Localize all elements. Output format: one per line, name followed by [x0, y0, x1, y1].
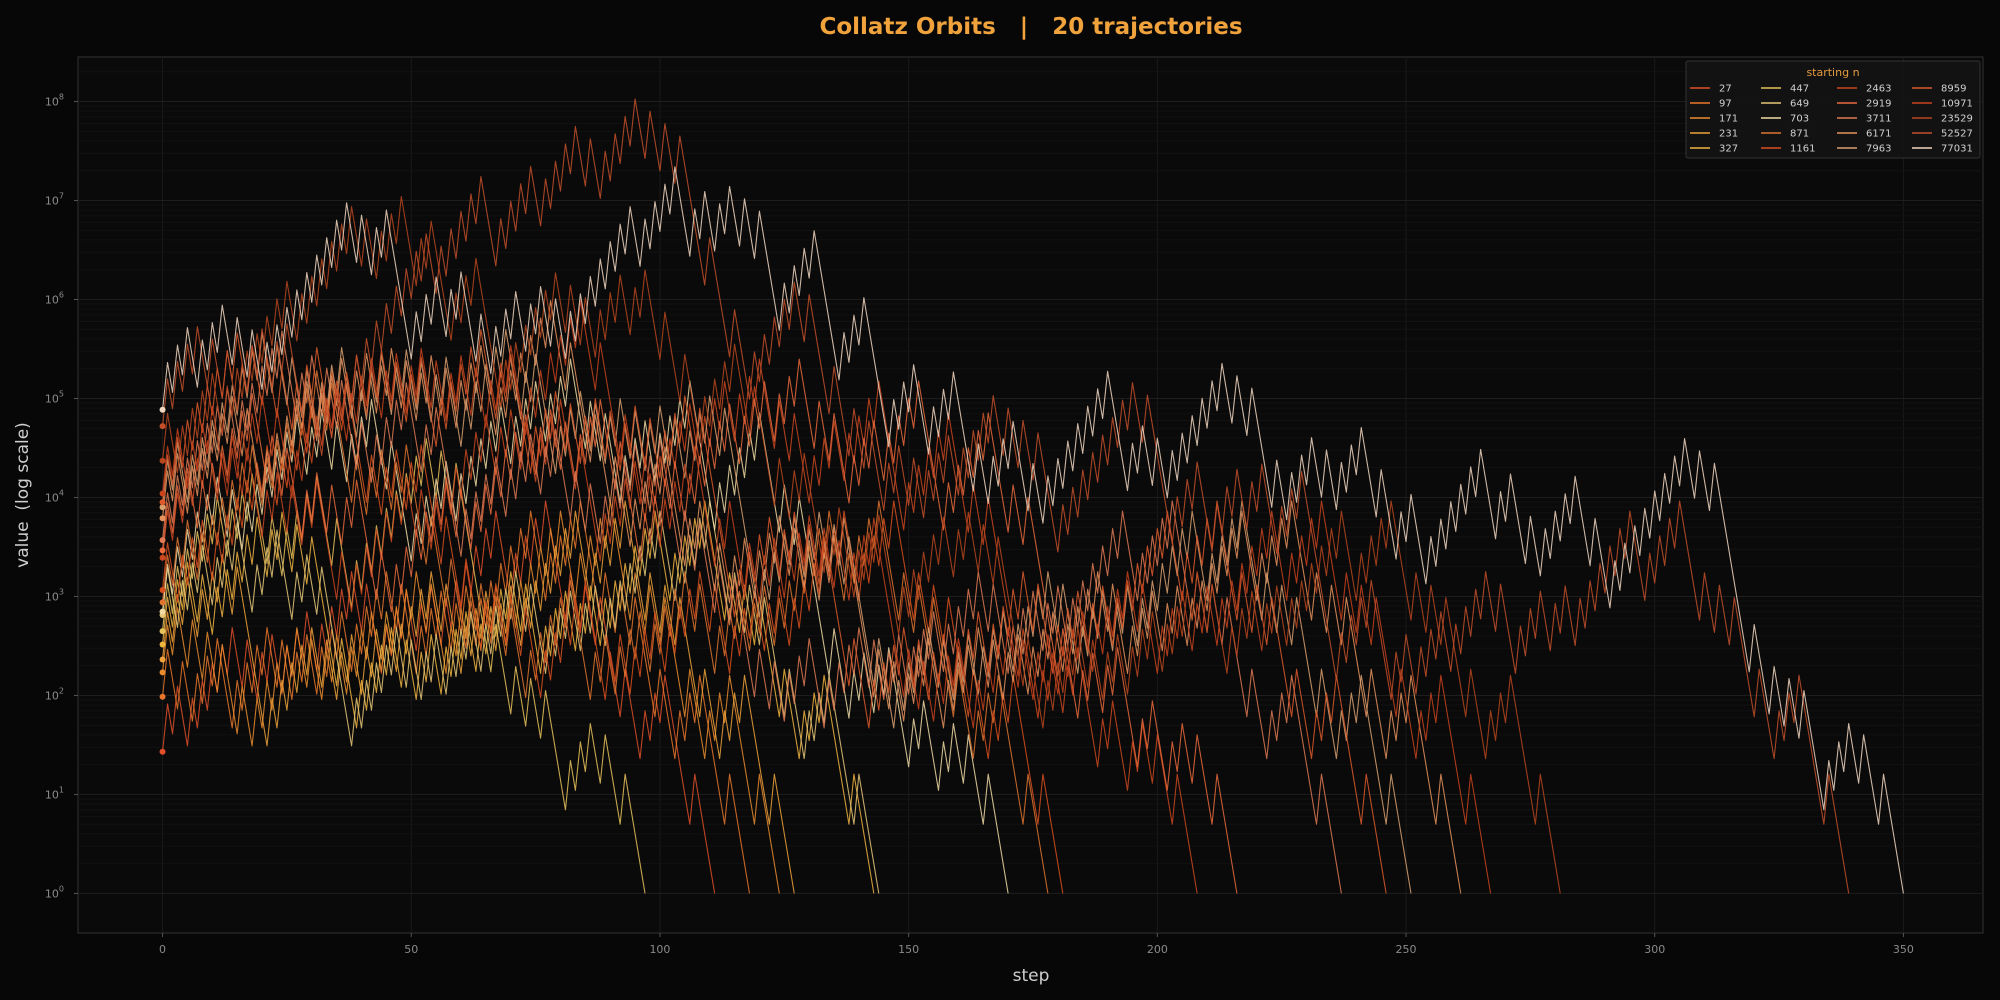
legend-label-77031: 77031	[1941, 144, 1973, 155]
start-point-7963	[159, 504, 166, 511]
start-point-10971	[159, 490, 166, 497]
start-point-97	[159, 693, 166, 700]
legend-label-6171: 6171	[1866, 129, 1891, 140]
start-point-52527	[159, 423, 166, 430]
y-axis-label: value (log scale)	[13, 422, 33, 568]
x-tick-label: 0	[159, 943, 166, 956]
start-point-77031	[159, 406, 166, 413]
legend-label-3711: 3711	[1866, 114, 1891, 125]
x-tick-label: 250	[1396, 943, 1417, 956]
series-line-231	[162, 500, 795, 894]
series-line-1161	[162, 370, 1064, 894]
chart-title: Collatz Orbits | 20 trajectories	[819, 14, 1242, 40]
legend-label-23529: 23529	[1941, 114, 1973, 125]
legend-label-7963: 7963	[1866, 144, 1891, 155]
legend-label-447: 447	[1790, 84, 1809, 95]
x-axis-label: step	[1013, 966, 1050, 986]
legend-label-2463: 2463	[1866, 84, 1891, 95]
series-line-10971	[162, 300, 1492, 894]
series-line-703	[162, 358, 1009, 894]
legend-label-649: 649	[1790, 99, 1809, 110]
legend-label-327: 327	[1719, 144, 1738, 155]
start-point-3711	[159, 537, 166, 544]
legend-label-703: 703	[1790, 114, 1809, 125]
start-point-2463	[159, 554, 166, 561]
legend-label-27: 27	[1719, 84, 1732, 95]
start-point-231	[159, 656, 166, 663]
legend-label-97: 97	[1719, 99, 1732, 110]
start-point-703	[159, 608, 166, 615]
start-markers	[159, 406, 166, 755]
series-line-6171	[162, 300, 1462, 894]
legend-label-871: 871	[1790, 129, 1809, 140]
series-line-2919	[162, 358, 1238, 894]
series-line-23529	[162, 195, 1561, 894]
legend-label-8959: 8959	[1941, 84, 1966, 95]
x-tick-label: 200	[1147, 943, 1168, 956]
legend-label-2919: 2919	[1866, 99, 1891, 110]
x-tick-label: 100	[649, 943, 670, 956]
legend-label-10971: 10971	[1941, 99, 1973, 110]
x-axis-ticks: 0 50 100 150 200 250 300 350	[159, 933, 1914, 956]
legend: starting n 27 97 171 231 327 447 649 703 871 1161…	[1685, 60, 1981, 159]
legend-box	[1685, 60, 1981, 159]
x-tick-label: 350	[1893, 943, 1914, 956]
series-layer	[162, 98, 1904, 894]
x-tick-label: 300	[1644, 943, 1665, 956]
start-point-8959	[159, 499, 166, 506]
start-point-6171	[159, 515, 166, 522]
start-point-171	[159, 669, 166, 676]
start-point-27	[159, 748, 166, 755]
legend-label-171: 171	[1719, 114, 1738, 125]
series-line-52527	[162, 98, 1850, 894]
legend-label-52527: 52527	[1941, 129, 1973, 140]
series-line-327	[162, 500, 875, 894]
series-line-8959	[162, 329, 1387, 894]
series-line-77031	[162, 166, 1904, 894]
start-point-2919	[159, 547, 166, 554]
legend-label-231: 231	[1719, 129, 1738, 140]
start-point-447	[159, 628, 166, 635]
legend-title: starting n	[1806, 66, 1859, 79]
series-line-649	[162, 500, 880, 894]
start-point-327	[159, 641, 166, 648]
start-point-23529	[159, 457, 166, 464]
series-line-97	[162, 500, 751, 894]
x-tick-label: 50	[404, 943, 418, 956]
start-point-871	[159, 599, 166, 606]
start-point-1161	[159, 587, 166, 594]
legend-label-1161: 1161	[1790, 144, 1815, 155]
x-tick-label: 150	[898, 943, 919, 956]
legend-entries: 27 97 171 231 327 447 649 703 871 1161 2463 2919 371…	[1690, 84, 1973, 155]
